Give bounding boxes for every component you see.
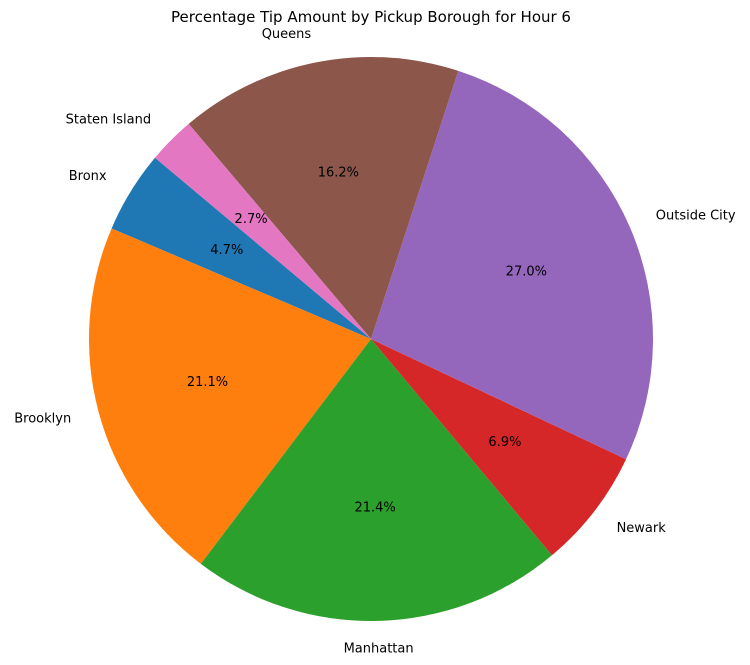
pie-slice-queens — [188, 57, 459, 339]
pie-slice-bronx — [111, 157, 372, 339]
pie-labels: Bronx 4.7% Brooklyn 21.1% Manhattan 21.4% Newa… — [14, 27, 736, 656]
slice-percent-brooklyn: 21.1% — [187, 375, 228, 390]
slice-label-brooklyn: Brooklyn — [14, 411, 71, 426]
slice-percent-staten-island: 2.7% — [235, 212, 268, 227]
slice-label-newark: Newark — [617, 521, 667, 536]
chart-title: Percentage Tip Amount by Pickup Borough … — [171, 8, 571, 26]
pie-slice-staten-island — [154, 123, 371, 339]
slice-percent-newark: 6.9% — [488, 435, 521, 450]
slice-label-outside-city: Outside City — [656, 209, 736, 224]
pie-slice-brooklyn — [89, 228, 371, 564]
pie-slice-newark — [371, 339, 627, 556]
slice-label-bronx: Bronx — [69, 169, 107, 184]
slice-percent-manhattan: 21.4% — [354, 501, 395, 516]
slice-percent-bronx: 4.7% — [210, 243, 243, 258]
slice-label-queens: Queens — [262, 27, 312, 42]
slice-label-manhattan: Manhattan — [344, 642, 414, 657]
pie-slice-manhattan — [200, 339, 552, 621]
slice-label-staten-island: Staten Island — [66, 113, 151, 128]
slice-percent-outside-city: 27.0% — [506, 264, 547, 279]
slice-percent-queens: 16.2% — [318, 165, 359, 180]
pie-slices — [89, 57, 653, 621]
pie-slice-outside-city — [371, 70, 653, 460]
